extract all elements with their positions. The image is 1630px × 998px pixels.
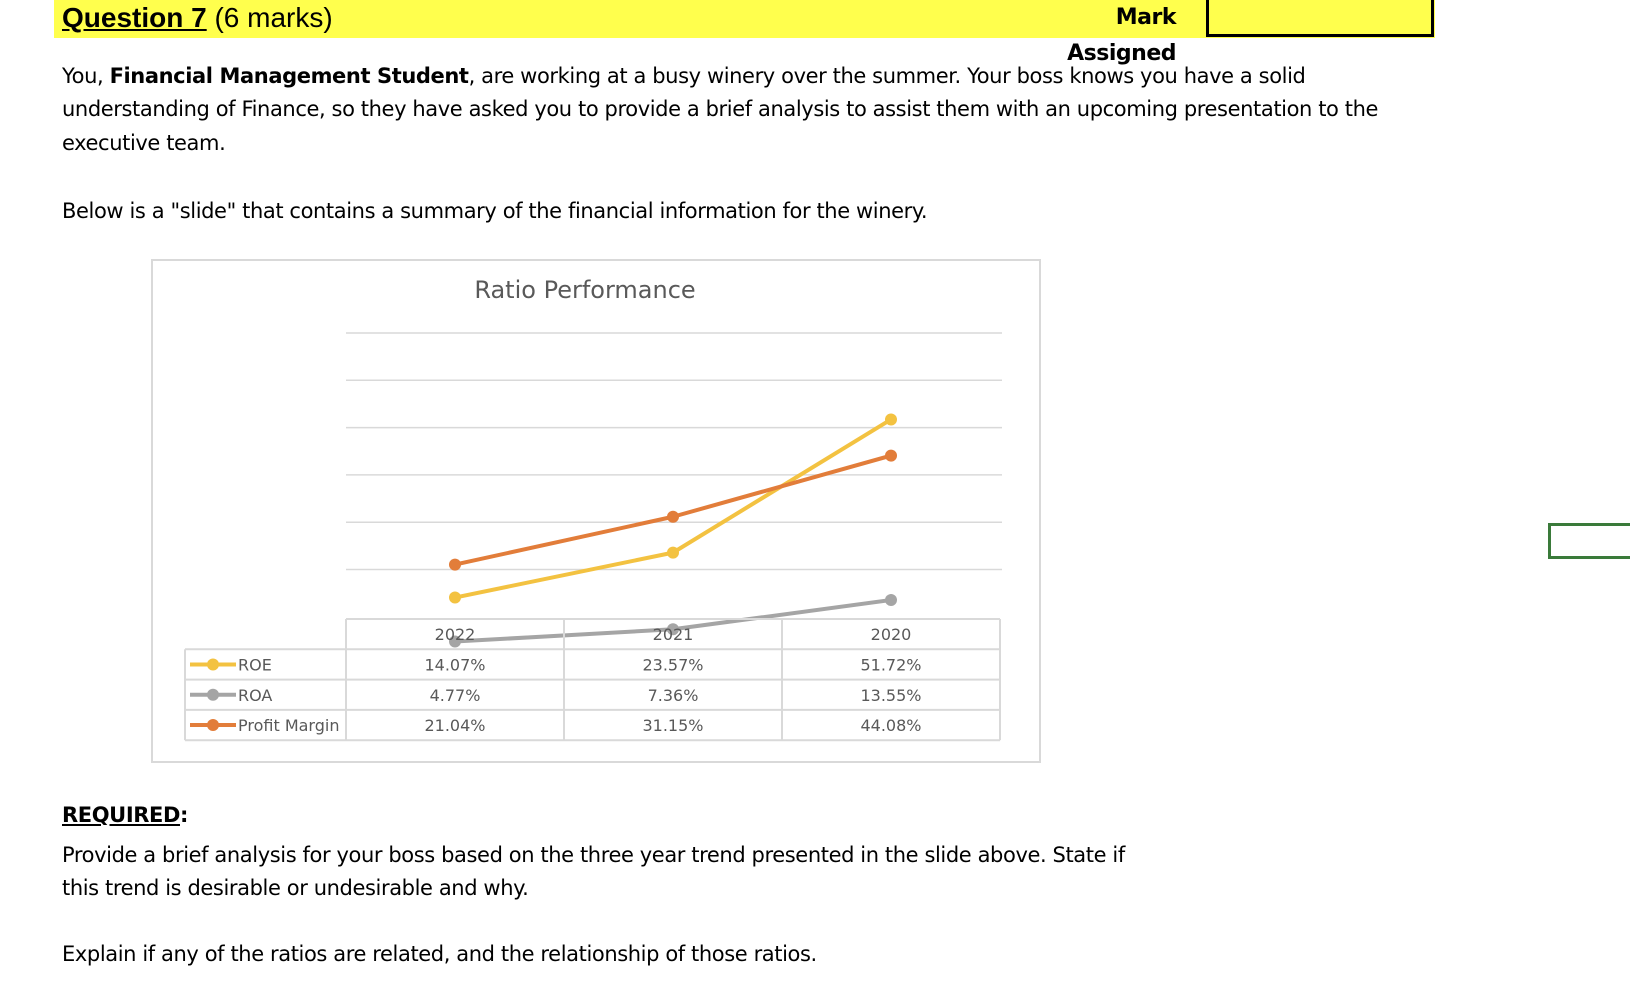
data-point-roa — [449, 635, 461, 648]
legend-key-marker — [207, 688, 219, 701]
question-number: Question 7 — [62, 2, 207, 33]
table-value: 44.08% — [860, 716, 921, 735]
chart-title: Ratio Performance — [474, 276, 695, 304]
x-category-label: 2021 — [653, 625, 694, 644]
data-point-roe — [449, 591, 461, 604]
legend-key-marker — [207, 719, 219, 732]
data-point-roa — [667, 623, 679, 636]
mark-assigned-cell[interactable] — [1206, 0, 1434, 37]
data-point-roe — [885, 413, 897, 426]
data-point-roa — [885, 594, 897, 607]
series-line-roe — [454, 417, 893, 600]
intro-line-2: understanding of Finance, so they have a… — [62, 97, 1379, 121]
mark-assigned-label: Mark Assigned — [1067, 5, 1176, 66]
legend-label: Profit Margin — [238, 716, 339, 735]
question-marks: (6 marks) — [206, 2, 333, 33]
table-value: 23.57% — [642, 655, 703, 674]
required-line-2: this trend is desirable or undesirable a… — [62, 876, 529, 900]
question-title: Question 7 (6 marks) — [62, 0, 333, 38]
required-colon: : — [179, 803, 188, 827]
table-value: 7.36% — [648, 686, 699, 705]
data-point-roe — [667, 546, 679, 559]
required-heading: REQUIRED: — [62, 798, 188, 832]
legend-key-marker — [207, 658, 219, 671]
legend-label: ROA — [238, 686, 272, 705]
required-line-3: Explain if any of the ratios are related… — [62, 942, 817, 966]
table-value: 51.72% — [860, 655, 921, 674]
data-point-profit-margin — [885, 449, 897, 462]
table-value: 31.15% — [642, 716, 703, 735]
intro-line-1: You, Financial Management Student, are w… — [62, 59, 1306, 93]
required-line-1: Provide a brief analysis for your boss b… — [62, 843, 1125, 867]
intro-rest: , are working at a busy winery over the … — [468, 64, 1306, 88]
data-point-profit-margin — [449, 558, 461, 571]
table-value: 13.55% — [860, 686, 921, 705]
selected-cell[interactable] — [1548, 523, 1630, 559]
slide-intro: Below is a "slide" that contains a summa… — [62, 199, 928, 223]
header-band — [54, 0, 1435, 38]
x-category-label: 2020 — [871, 625, 912, 644]
intro-prefix: You, — [62, 64, 110, 88]
data-point-profit-margin — [667, 510, 679, 523]
legend-label: ROE — [238, 655, 272, 674]
table-value: 14.07% — [424, 655, 485, 674]
student-role: Financial Management Student — [109, 64, 469, 88]
table-value: 4.77% — [430, 686, 481, 705]
x-category-label: 2022 — [435, 625, 476, 644]
intro-line-3: executive team. — [62, 131, 226, 155]
required-label: REQUIRED — [62, 803, 180, 827]
table-value: 21.04% — [424, 716, 485, 735]
